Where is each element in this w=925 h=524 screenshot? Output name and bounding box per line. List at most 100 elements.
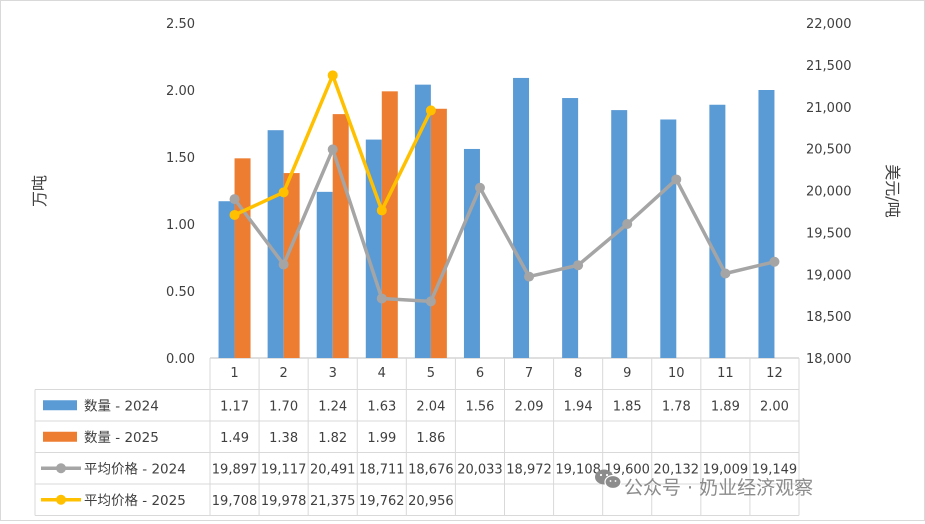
- data-table-value: 19,009: [703, 462, 749, 477]
- line-平均价格-2024: [233, 147, 775, 304]
- legend-marker: [56, 494, 66, 505]
- y-right-axis-title: 美元/吨: [883, 164, 902, 217]
- data-table-value: 19,762: [359, 494, 405, 509]
- watermark-text: 公众号 · 奶业经济观察: [624, 477, 813, 499]
- category-label: 6: [476, 366, 484, 381]
- legend-swatch: [43, 431, 77, 442]
- category-label: 4: [378, 366, 386, 381]
- category-label: 3: [329, 366, 337, 381]
- category-label: 9: [623, 366, 631, 381]
- point-平均价格-2024: [622, 219, 633, 229]
- point-平均价格-2024: [720, 268, 731, 279]
- legend-series-name: 数量 - 2025: [84, 430, 159, 446]
- bar-数量-2025: [234, 158, 251, 358]
- data-table-value: 1.94: [564, 399, 593, 414]
- bar-数量-2024: [218, 201, 235, 358]
- y-right-tick-label: 20,500: [806, 143, 852, 158]
- data-table-value: 19,149: [752, 462, 798, 477]
- data-table-value: 19,708: [212, 494, 258, 509]
- point-平均价格-2024: [671, 174, 682, 185]
- data-table-value: 19,897: [212, 462, 258, 477]
- legend-marker: [56, 463, 66, 474]
- y-left-tick-label: 2.50: [166, 17, 195, 32]
- y-left-axis-title: 万吨: [30, 175, 49, 207]
- data-table-value: 20,132: [654, 462, 700, 477]
- point-平均价格-2025: [376, 205, 387, 216]
- y-right-tick-label: 18,000: [806, 352, 852, 367]
- data-table-value: 19,978: [261, 494, 307, 509]
- category-label: 5: [427, 366, 435, 381]
- bar-数量-2025: [381, 91, 398, 358]
- legend-series-name: 数量 - 2024: [84, 398, 159, 414]
- data-table-value: 2.04: [416, 399, 445, 414]
- data-table-value: 21,375: [310, 494, 356, 509]
- bar-数量-2024: [513, 77, 530, 358]
- y-left-tick-label: 1.50: [166, 151, 195, 166]
- data-table-value: 1.78: [662, 399, 691, 414]
- data-table-value: 1.24: [318, 399, 347, 414]
- y-left-tick-label: 1.00: [166, 218, 195, 233]
- bar-数量-2024: [611, 110, 628, 358]
- data-table-value: 1.49: [220, 431, 249, 446]
- data-table-value: 1.89: [711, 399, 740, 414]
- legend-series-name: 平均价格 - 2025: [84, 493, 186, 509]
- bar-数量-2025: [430, 108, 447, 358]
- data-table-value: 19,117: [261, 462, 307, 477]
- bar-数量-2024: [709, 104, 726, 359]
- bar-数量-2024: [414, 84, 431, 358]
- point-平均价格-2025: [327, 70, 338, 81]
- data-table-value: 2.09: [515, 399, 544, 414]
- data-table-value: 1.38: [269, 431, 298, 446]
- legend-swatch: [43, 400, 77, 411]
- bar-数量-2024: [660, 119, 677, 358]
- data-table-value: 20,491: [310, 462, 356, 477]
- bar-数量-2025: [332, 114, 349, 359]
- data-table-value: 1.82: [318, 431, 347, 446]
- data-table-value: 1.17: [220, 399, 249, 414]
- point-平均价格-2024: [327, 144, 338, 155]
- data-table-value: 20,956: [408, 494, 454, 509]
- legend-series-name: 平均价格 - 2024: [84, 461, 186, 477]
- data-table-value: 2.00: [760, 399, 789, 414]
- point-平均价格-2024: [474, 182, 485, 193]
- data-table-value: 1.70: [269, 399, 298, 414]
- y-left-tick-label: 0.50: [166, 285, 195, 300]
- y-right-tick-label: 21,500: [806, 59, 852, 74]
- point-平均价格-2025: [278, 187, 289, 198]
- category-label: 1: [230, 366, 238, 381]
- data-table-value: 18,711: [359, 462, 405, 477]
- point-平均价格-2024: [278, 259, 289, 270]
- data-table-value: 1.63: [367, 399, 396, 414]
- data-table-value: 18,676: [408, 462, 454, 477]
- point-平均价格-2024: [376, 293, 387, 304]
- bar-数量-2024: [365, 139, 382, 358]
- point-平均价格-2025: [425, 105, 436, 116]
- point-平均价格-2024: [524, 271, 535, 282]
- data-table-value: 1.99: [367, 431, 396, 446]
- data-table-value: 1.86: [416, 431, 445, 446]
- point-平均价格-2024: [573, 260, 584, 271]
- data-table-value: 18,972: [506, 462, 552, 477]
- category-label: 7: [525, 366, 533, 381]
- data-table-value: 1.56: [465, 399, 494, 414]
- bar-数量-2024: [463, 148, 480, 358]
- bar-数量-2024: [758, 90, 775, 358]
- point-平均价格-2024: [769, 256, 780, 267]
- category-label: 2: [279, 366, 287, 381]
- y-right-tick-label: 18,500: [806, 310, 852, 325]
- point-平均价格-2024: [425, 296, 436, 307]
- y-right-tick-label: 22,000: [806, 17, 852, 32]
- bar-数量-2024: [316, 191, 333, 358]
- category-label: 12: [766, 366, 783, 381]
- category-label: 10: [668, 366, 685, 381]
- bar-数量-2025: [283, 173, 300, 358]
- data-table-value: 19,600: [604, 462, 650, 477]
- point-平均价格-2025: [229, 209, 240, 220]
- y-left-tick-label: 2.00: [166, 84, 195, 99]
- bar-数量-2024: [267, 130, 284, 358]
- wechat-icon: [595, 469, 622, 490]
- y-right-tick-label: 19,500: [806, 226, 852, 241]
- category-label: 11: [717, 366, 734, 381]
